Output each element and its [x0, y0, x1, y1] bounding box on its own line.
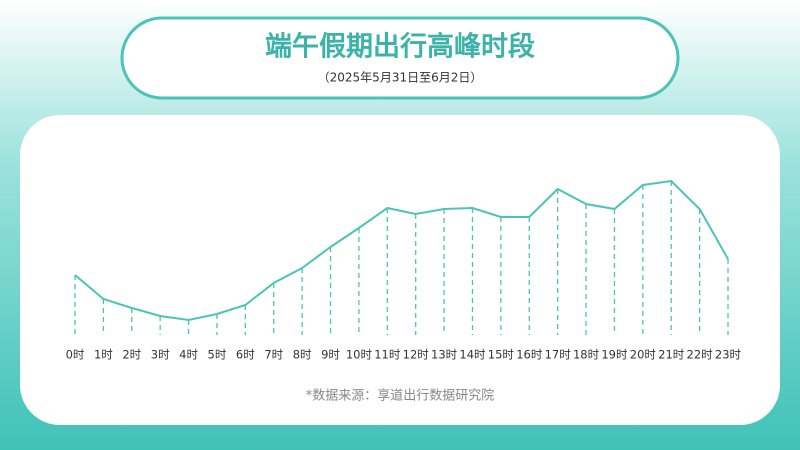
title-box	[120, 16, 680, 100]
x-tick-label: 0时	[66, 348, 85, 362]
x-tick-label: 20时	[630, 348, 657, 362]
x-tick-label: 5时	[208, 348, 227, 362]
x-tick-label: 9时	[321, 348, 340, 362]
x-tick-label: 2时	[122, 348, 141, 362]
x-tick-label: 18时	[573, 348, 600, 362]
x-tick-label: 12时	[403, 348, 430, 362]
x-tick-label: 3时	[151, 348, 170, 362]
chart-card	[20, 115, 780, 425]
x-tick-label: 7时	[264, 348, 283, 362]
x-tick-label: 17时	[545, 348, 572, 362]
source: *数据来源：享道出行数据研究院	[306, 388, 495, 404]
x-tick-label: 1时	[94, 348, 113, 362]
x-tick-label: 16时	[516, 348, 543, 362]
x-tick-label: 19时	[601, 348, 628, 362]
x-tick-label: 10时	[346, 348, 373, 362]
x-tick-label: 11时	[374, 348, 401, 362]
x-tick-label: 6时	[236, 348, 255, 362]
x-tick-label: 14时	[459, 348, 486, 362]
x-tick-label: 13时	[431, 348, 458, 362]
title: 端午假期出行高峰时段	[265, 31, 535, 63]
subtitle: （2025年5月31日至6月2日）	[318, 71, 483, 85]
x-tick-label: 15时	[488, 348, 515, 362]
x-tick-label: 8时	[293, 348, 312, 362]
x-tick-label: 4时	[179, 348, 198, 362]
x-tick-label: 23时	[715, 348, 742, 362]
line	[74, 179, 729, 322]
x-tick-label: 22时	[687, 348, 714, 362]
x-tick-label: 21时	[658, 348, 685, 362]
